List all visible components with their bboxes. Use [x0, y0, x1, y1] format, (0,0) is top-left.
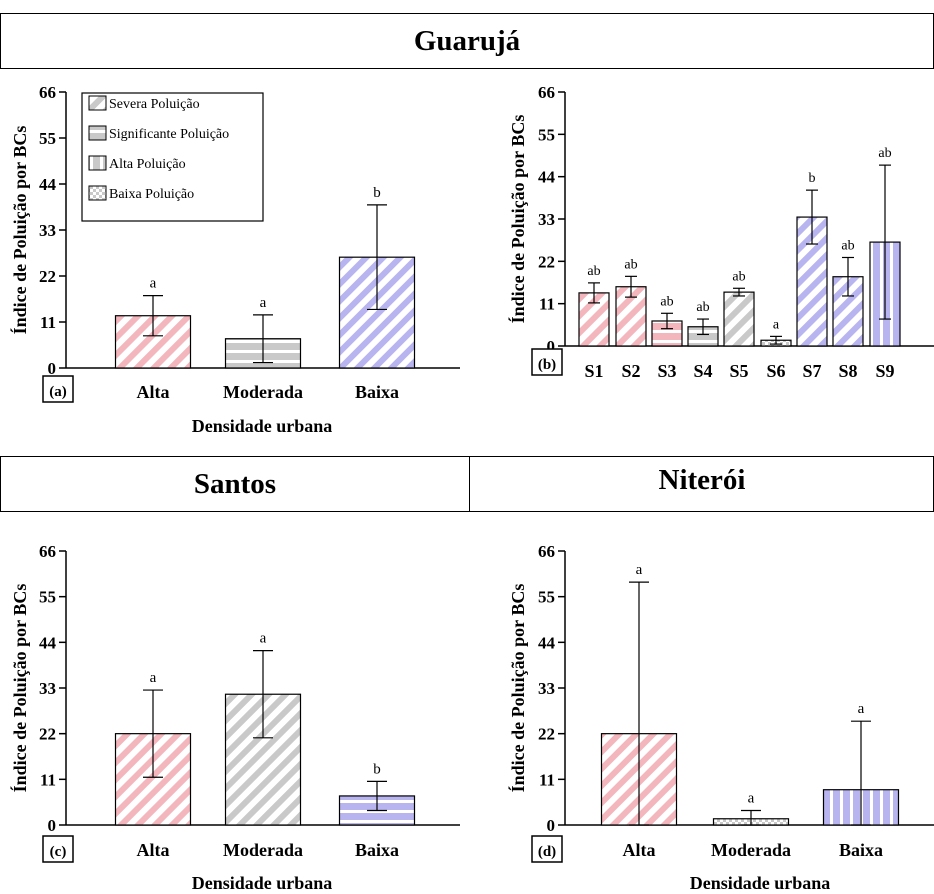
x-tick-label: S7: [802, 361, 821, 381]
y-tick-label: 55: [39, 588, 56, 607]
significance-letter: ab: [878, 146, 891, 161]
y-tick-label: 33: [39, 221, 56, 240]
x-tick-label: Alta: [623, 840, 656, 860]
y-tick-label: 66: [39, 542, 56, 561]
x-tick-label: S3: [657, 361, 676, 381]
x-tick-label: Moderada: [223, 382, 303, 402]
panel-tag-box: [42, 375, 74, 403]
significance-letter: a: [260, 295, 267, 311]
y-tick-label: 11: [539, 295, 555, 314]
x-tick-label: S1: [584, 361, 603, 381]
significance-letter: ab: [696, 300, 709, 315]
header-niteroi: Niterói: [658, 464, 746, 496]
significance-letter: a: [858, 701, 865, 717]
significance-letter: a: [260, 631, 267, 647]
y-tick-label: 22: [538, 725, 555, 744]
legend-label: Alta Poluição: [109, 157, 186, 172]
x-tick-label: S5: [729, 361, 748, 381]
y-tick-label: 33: [39, 679, 56, 698]
x-tick-label: Alta: [137, 382, 170, 402]
y-tick-label: 11: [40, 770, 56, 789]
y-tick-label: 0: [48, 359, 57, 378]
y-tick-label: 66: [39, 83, 56, 102]
x-tick-label: Baixa: [355, 840, 399, 860]
x-tick-label: Alta: [137, 840, 170, 860]
x-tick-label: Baixa: [839, 840, 883, 860]
y-tick-label: 55: [39, 129, 56, 148]
significance-letter: a: [150, 276, 157, 292]
legend-swatch: [88, 95, 107, 111]
significance-letter: a: [748, 790, 755, 806]
x-axis-label: Densidade urbana: [192, 416, 333, 436]
panel-tag-box: [531, 348, 563, 376]
legend-swatch: [88, 155, 107, 171]
y-tick-label: 22: [39, 267, 56, 286]
y-tick-label: 0: [48, 816, 57, 835]
panel-tag: (d): [538, 844, 556, 860]
x-tick-label: S9: [875, 361, 894, 381]
x-tick-label: Moderada: [711, 840, 791, 860]
significance-letter: ab: [732, 269, 745, 284]
significance-letter: a: [150, 670, 157, 686]
y-axis-label: Índice de Poluição por BCs: [507, 115, 528, 324]
y-tick-label: 66: [538, 542, 555, 561]
y-tick-label: 44: [39, 633, 57, 652]
y-axis-label: Índice de Poluição por BCs: [9, 584, 30, 793]
y-tick-label: 66: [538, 83, 555, 102]
significance-letter: ab: [587, 264, 600, 279]
header-guaruja: Guarujá: [413, 25, 521, 57]
y-tick-label: 44: [538, 633, 556, 652]
legend-label: Severa Poluição: [109, 97, 200, 112]
panel-tag: (c): [50, 844, 67, 860]
significance-letter: b: [809, 171, 816, 186]
x-axis-label: Densidade urbana: [192, 873, 333, 893]
x-tick-label: Moderada: [223, 840, 303, 860]
panel-tag-box: [531, 835, 563, 863]
y-tick-label: 33: [538, 210, 555, 229]
legend-label: Significante Poluição: [109, 127, 229, 142]
header-santos: Santos: [193, 468, 277, 500]
x-tick-label: S6: [766, 361, 785, 381]
significance-letter: b: [373, 761, 381, 777]
y-tick-label: 44: [39, 175, 57, 194]
y-tick-label: 55: [538, 588, 555, 607]
y-tick-label: 22: [39, 725, 56, 744]
header-santos-box: [0, 456, 470, 512]
legend-swatch: [88, 125, 107, 141]
significance-letter: a: [636, 562, 643, 578]
significance-letter: ab: [660, 294, 673, 309]
y-tick-label: 22: [538, 252, 555, 271]
y-tick-label: 0: [547, 816, 556, 835]
y-tick-label: 44: [538, 168, 556, 187]
header-guaruja-box: [0, 13, 934, 69]
x-tick-label: Baixa: [355, 382, 399, 402]
significance-letter: b: [373, 185, 381, 201]
significance-letter: a: [773, 317, 780, 332]
x-tick-label: S8: [838, 361, 857, 381]
header-niteroi-box: [470, 456, 934, 512]
panel-tag-box: [42, 835, 74, 863]
y-tick-label: 11: [539, 770, 555, 789]
panel-tag: (a): [49, 384, 67, 400]
x-tick-label: S2: [621, 361, 640, 381]
x-axis-label: Densidade urbana: [690, 873, 831, 893]
y-axis-label: Índice de Poluição por BCs: [9, 126, 30, 335]
legend-label: Baixa Poluição: [109, 187, 194, 202]
legend-swatch: [88, 185, 107, 201]
panel-tag: (b): [538, 357, 556, 373]
significance-letter: ab: [841, 238, 854, 253]
x-tick-label: S4: [693, 361, 712, 381]
y-tick-label: 0: [547, 337, 556, 356]
y-tick-label: 55: [538, 125, 555, 144]
bar: [723, 291, 755, 347]
y-axis-label: Índice de Poluição por BCs: [507, 584, 528, 793]
y-tick-label: 33: [538, 679, 555, 698]
legend-box: [81, 92, 264, 222]
y-tick-label: 11: [40, 313, 56, 332]
significance-letter: ab: [624, 257, 637, 272]
